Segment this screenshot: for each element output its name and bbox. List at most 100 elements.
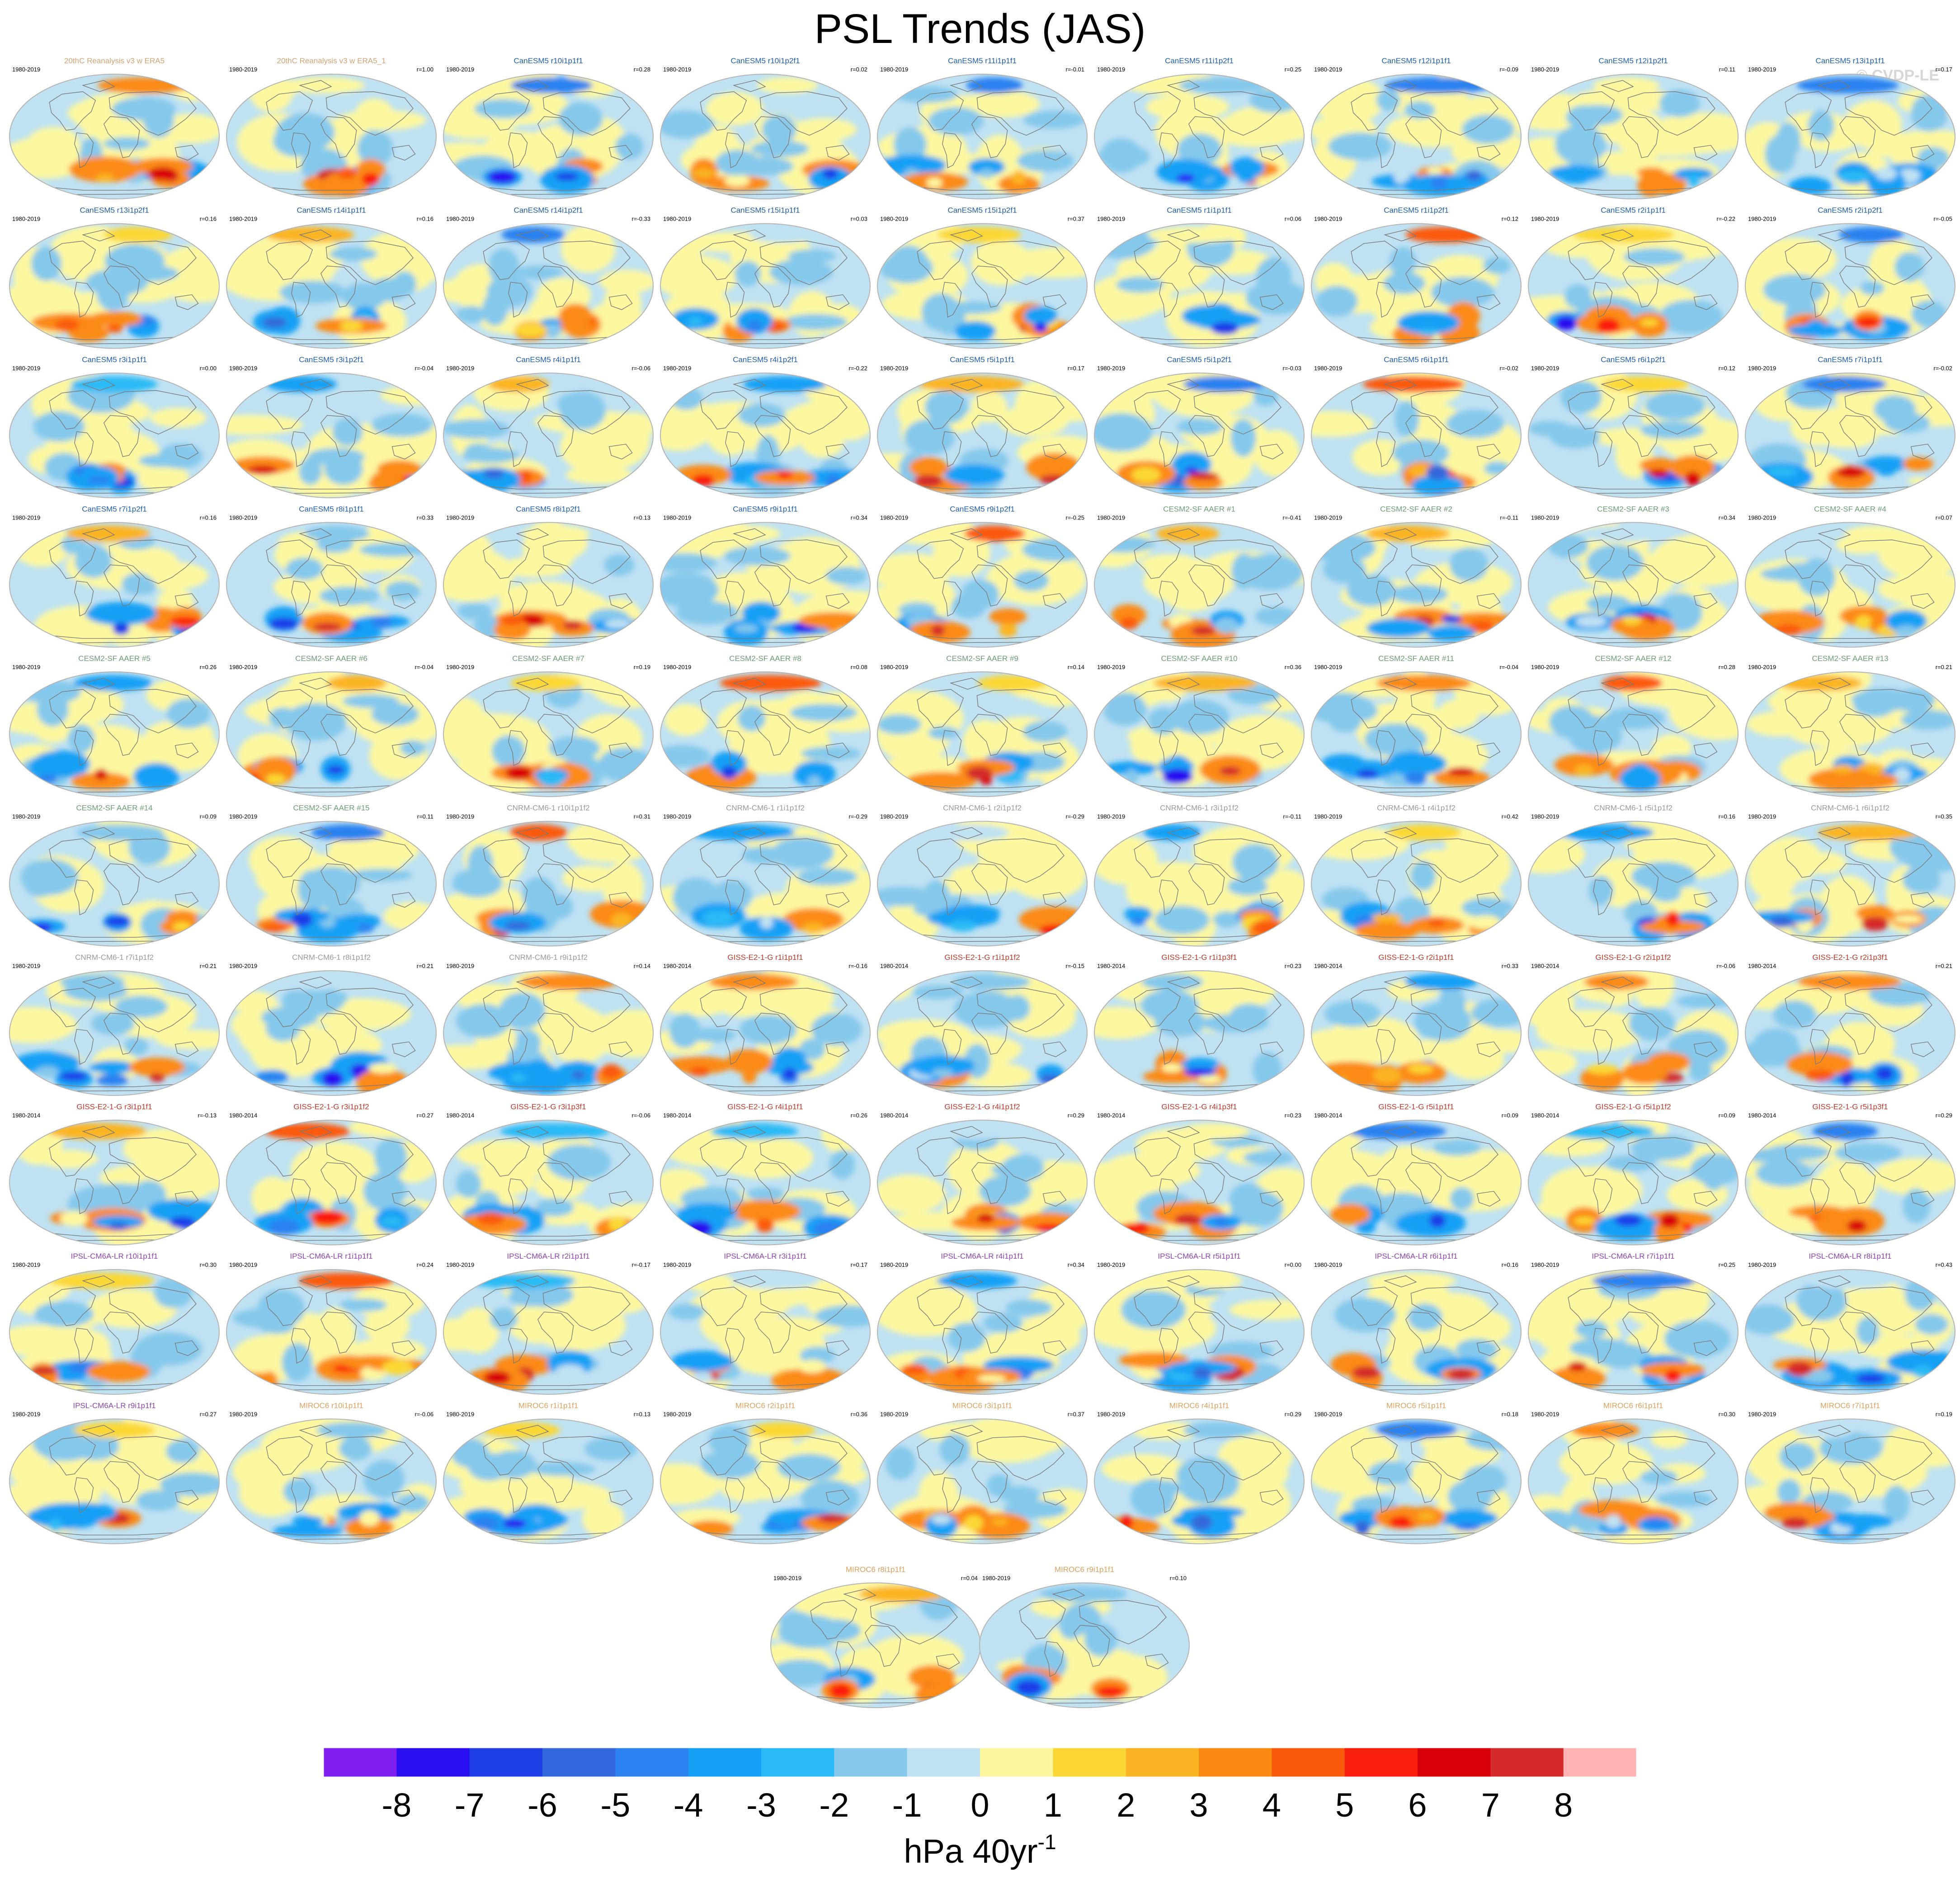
panel-correlation: r=-0.01 [1065,66,1084,73]
panel-years: 1980-2019 [880,813,908,820]
trend-blob-core [108,1222,128,1230]
trend-blob-core [1687,175,1700,186]
trend-blob-core [96,174,114,182]
trend-blob-negative [468,1453,510,1481]
panel-years: 1980-2019 [229,963,257,969]
panel-correlation: r=1.00 [417,66,433,73]
trend-blob-core [504,921,531,930]
trend-blob-core [742,1070,756,1084]
trend-field [1289,1119,1537,1241]
trend-blob-core [96,1074,128,1086]
trend-blob-negative [1309,533,1376,562]
panel-correlation: r=0.12 [1502,216,1518,222]
trend-blob-positive [1518,1049,1577,1077]
trend-blob-core [977,1375,1006,1383]
panel-correlation: r=-0.17 [631,1261,650,1268]
trend-blob-core [372,472,402,483]
panel-correlation: r=-0.33 [631,216,650,222]
trend-blob-negative [375,1138,407,1177]
trend-blob-core [359,1511,380,1526]
trend-blob-positive [566,821,641,859]
trend-blob-negative [1905,1278,1935,1311]
trend-blob-arctic [1187,1273,1242,1289]
trend-blob-negative [1255,607,1297,626]
trend-blob-arctic [264,1123,350,1139]
panel-correlation: r=-0.11 [1283,813,1301,820]
panel-title: CanESM5 r13i1p2f1 [80,206,149,215]
trend-blob-arctic [267,376,337,392]
trend-field [1288,353,1535,504]
panel-correlation: r=0.16 [200,216,217,222]
panel-years: 1980-2019 [1748,365,1776,372]
panel-title: CESM2-SF AAER #6 [295,654,368,663]
trend-blob-core [1574,765,1593,776]
trend-blob-arctic [299,1273,394,1289]
colorbar-swatch [470,1748,543,1777]
trend-blob-negative [1856,1317,1879,1345]
trend-blob-negative [474,99,532,118]
panel-years: 1980-2019 [12,813,40,820]
colorbar-tick-label: -1 [892,1786,922,1824]
panel-correlation: r=0.36 [851,1411,867,1418]
panel-title: GISS-E2-1-G r4i1p3f1 [1161,1103,1237,1111]
panel-years: 1980-2019 [229,66,257,73]
trend-blobs [1299,974,1535,1093]
trend-blob-negative [283,1478,316,1505]
panel-years: 1980-2019 [446,1261,474,1268]
trend-blob-core [825,618,842,633]
panel-years: 1980-2019 [1748,216,1776,222]
panel-correlation: r=0.10 [1170,1575,1187,1582]
panel-title: CNRM-CM6-1 r4i1p1f2 [1377,804,1456,812]
panel-years: 1980-2014 [880,1112,908,1119]
trend-blob-core [561,322,590,333]
trend-blob-negative [68,724,94,753]
panel-title: GISS-E2-1-G r5i1p1f2 [1595,1103,1671,1111]
panel-years: 1980-2019 [229,1261,257,1268]
trend-blob-core [261,924,290,932]
trend-blob-negative [876,714,921,734]
trend-blob-arctic [1178,1123,1249,1139]
trend-blob-negative [34,1301,94,1327]
trend-blob-core [1174,1214,1201,1226]
panel-years: 1980-2019 [12,365,40,372]
panel-title: IPSL-CM6A-LR r5i1p1f1 [1158,1252,1240,1261]
panel-years: 1980-2019 [663,216,691,222]
trend-blob-southern [989,609,1027,625]
trend-blob-core [1575,616,1607,628]
trend-blob-negative [385,581,420,601]
panel-years: 1980-2019 [663,813,691,820]
trend-blob-core [976,1213,994,1223]
panel-correlation: r=-0.04 [415,365,433,372]
panel-correlation: r=0.14 [1068,664,1084,670]
trend-blob-negative [1256,257,1291,295]
trend-blob-arctic [944,1123,1011,1139]
trend-blob-core [263,317,287,328]
trend-blob-negative [746,1187,785,1201]
panel-correlation: r=0.17 [1068,365,1084,372]
colorbar-tick-label: 5 [1335,1786,1354,1824]
trend-blob-negative [1232,844,1278,881]
panel-title: CNRM-CM6-1 r7i1p1f2 [75,953,154,962]
trend-blob-negative [1002,1154,1044,1182]
panel-years: 1980-2019 [1097,515,1125,521]
panel-correlation: r=-0.22 [848,365,867,372]
trend-blob-core [1184,1068,1216,1076]
panel-title: CanESM5 r15i1p1f1 [730,206,800,215]
panel-title: CESM2-SF AAER #10 [1161,654,1237,663]
panel-years: 1980-2019 [12,216,40,222]
panel-title: CanESM5 r8i1p1f1 [299,505,364,514]
panel-title: GISS-E2-1-G r4i1p1f1 [727,1103,803,1111]
trend-blob-core [1215,618,1239,633]
trend-blob-core [1605,1515,1621,1528]
trend-blob-core [94,769,108,780]
